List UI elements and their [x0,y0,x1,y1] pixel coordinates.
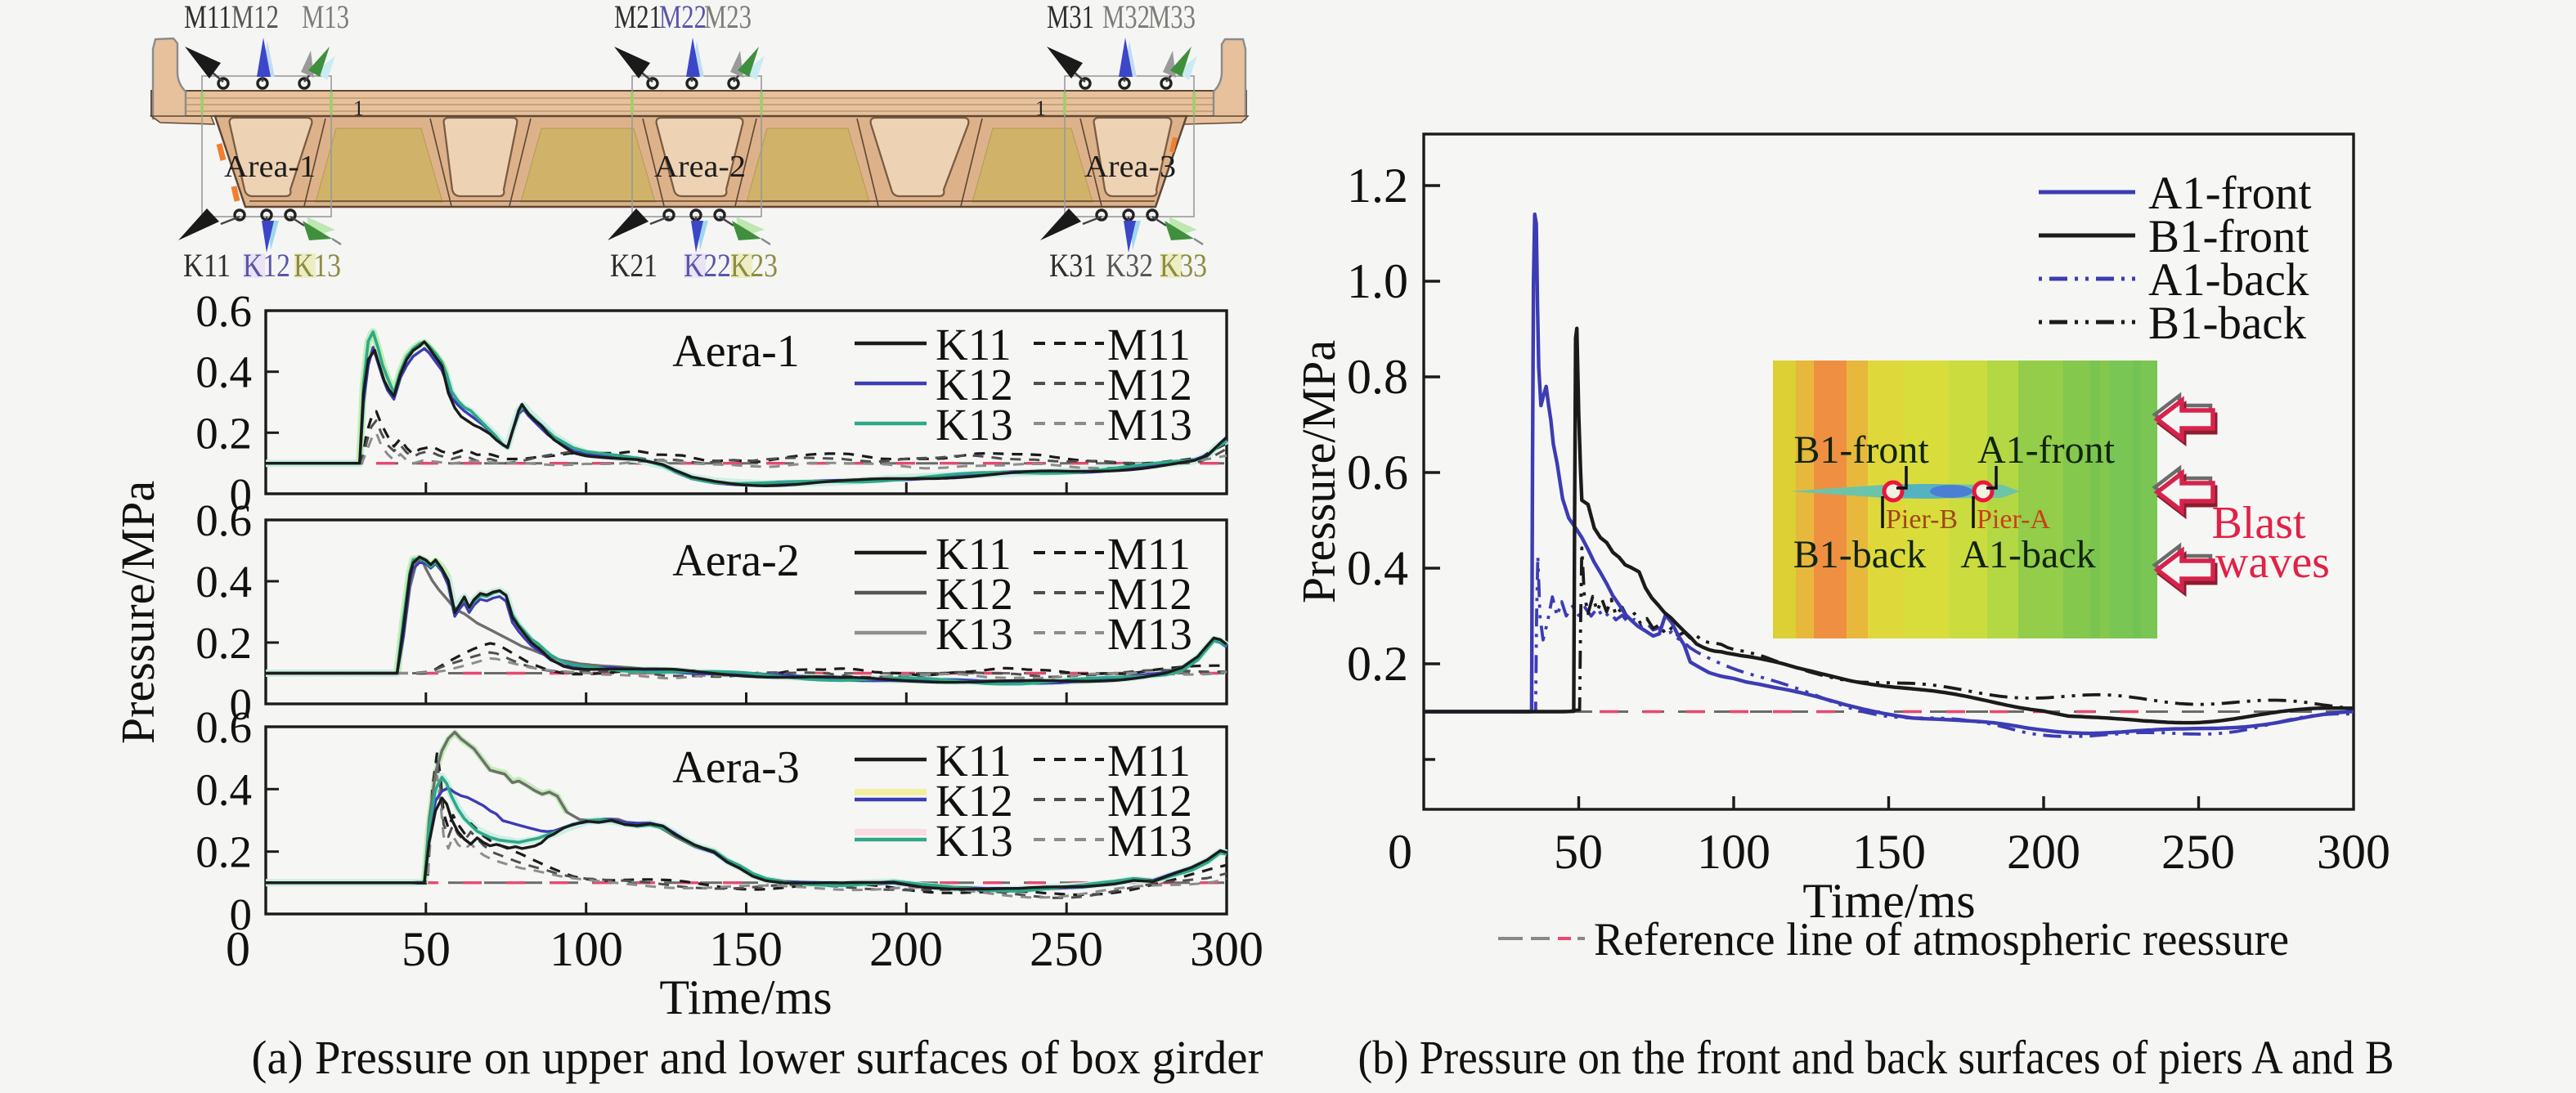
svg-text:K11: K11 [183,247,231,284]
svg-text:M32: M32 [1102,0,1150,35]
svg-text:(a) Pressure on upper and lowe: (a) Pressure on upper and lower surfaces… [252,1031,1263,1084]
svg-text:M12: M12 [1107,360,1192,410]
svg-text:0.4: 0.4 [1347,541,1408,595]
svg-text:0.2: 0.2 [195,827,252,877]
svg-text:M12: M12 [1107,776,1192,826]
svg-text:Pressure/MPa: Pressure/MPa [111,481,164,744]
svg-text:0.2: 0.2 [195,408,252,458]
svg-text:1: 1 [353,96,364,120]
svg-text:K11: K11 [936,529,1012,579]
svg-text:B1-front: B1-front [2148,211,2309,262]
svg-text:K12: K12 [243,247,290,284]
svg-text:Aera-1: Aera-1 [672,326,799,377]
svg-text:K22: K22 [684,247,731,284]
svg-text:50: 50 [402,922,451,976]
svg-text:0.4: 0.4 [195,764,252,814]
svg-text:M11: M11 [1107,736,1191,786]
svg-text:300: 300 [1190,922,1263,976]
svg-text:0: 0 [230,889,253,939]
svg-text:M13: M13 [1107,816,1192,866]
svg-text:Aera-2: Aera-2 [672,535,799,586]
svg-text:K32: K32 [1106,247,1153,284]
svg-text:K11: K11 [936,320,1012,370]
svg-text:0.6: 0.6 [195,702,252,752]
svg-text:M11: M11 [1107,320,1191,370]
svg-text:K31: K31 [1049,247,1097,284]
svg-text:M31: M31 [1047,0,1094,35]
svg-text:Reference line of atmospheric: Reference line of atmospheric reessure [1594,914,2289,965]
svg-text:100: 100 [1697,825,1770,879]
svg-text:M22: M22 [659,0,707,35]
svg-text:250: 250 [2161,825,2235,879]
svg-text:1: 1 [1035,96,1046,120]
svg-text:250: 250 [1030,922,1103,976]
svg-text:0.4: 0.4 [195,557,252,607]
svg-text:K12: K12 [936,776,1013,826]
svg-text:Area-3: Area-3 [1084,150,1176,184]
svg-text:K13: K13 [294,247,341,284]
svg-text:0.8: 0.8 [1347,350,1408,404]
svg-text:Area-2: Area-2 [654,150,746,184]
svg-text:M13: M13 [302,0,349,35]
svg-text:0: 0 [1388,825,1412,879]
svg-text:K12: K12 [936,360,1013,410]
svg-text:Area-1: Area-1 [224,150,316,184]
svg-text:Pier-B: Pier-B [1886,504,1958,535]
svg-text:A1-front: A1-front [2148,168,2312,219]
svg-text:1.2: 1.2 [1347,159,1408,213]
svg-text:0: 0 [230,679,253,729]
svg-text:200: 200 [2007,825,2080,879]
svg-text:K33: K33 [1160,247,1207,284]
svg-text:0.4: 0.4 [195,347,252,397]
svg-text:M12: M12 [1107,569,1192,619]
svg-text:0.6: 0.6 [195,495,252,545]
svg-text:M11: M11 [184,0,231,35]
svg-text:A1-back: A1-back [2148,254,2309,306]
svg-text:(b) Pressure on the front and: (b) Pressure on the front and back surfa… [1358,1031,2394,1084]
svg-text:A1-front: A1-front [1977,428,2116,472]
svg-text:150: 150 [709,922,783,976]
svg-text:K13: K13 [936,609,1013,659]
svg-text:K13: K13 [936,816,1013,866]
svg-text:K11: K11 [936,736,1012,786]
svg-text:K21: K21 [610,247,657,284]
svg-text:0.2: 0.2 [1347,637,1408,691]
svg-text:M23: M23 [704,0,752,35]
svg-text:1.0: 1.0 [1347,254,1408,308]
svg-text:K23: K23 [730,247,778,284]
svg-text:Time/ms: Time/ms [1802,874,1975,928]
svg-text:K13: K13 [936,400,1013,450]
svg-text:M13: M13 [1107,400,1192,450]
svg-text:A1-back: A1-back [1960,533,2095,576]
svg-text:B1-back: B1-back [2148,298,2307,349]
svg-text:50: 50 [1554,825,1603,879]
svg-text:Aera-3: Aera-3 [672,742,799,793]
svg-text:M11: M11 [1107,529,1191,579]
svg-text:K12: K12 [936,569,1013,619]
svg-text:Blast: Blast [2211,498,2306,549]
svg-text:0.6: 0.6 [195,286,252,336]
svg-text:Pier-A: Pier-A [1977,504,2050,535]
svg-text:waves: waves [2215,537,2330,588]
svg-text:Pressure/MPa: Pressure/MPa [1292,340,1345,603]
svg-text:B1-back: B1-back [1793,533,1927,576]
svg-text:300: 300 [2317,825,2390,879]
svg-text:200: 200 [869,922,943,976]
svg-text:M21: M21 [614,0,662,35]
svg-text:0.6: 0.6 [1347,446,1408,499]
svg-text:M33: M33 [1148,0,1196,35]
svg-text:0: 0 [226,922,250,976]
svg-text:M13: M13 [1107,609,1192,659]
svg-text:150: 150 [1852,825,1926,879]
svg-text:0.2: 0.2 [195,618,252,668]
svg-text:B1-front: B1-front [1793,428,1929,472]
svg-text:100: 100 [550,922,623,976]
svg-text:Time/ms: Time/ms [659,970,832,1024]
svg-text:M12: M12 [231,0,279,35]
svg-text:0: 0 [230,469,253,519]
